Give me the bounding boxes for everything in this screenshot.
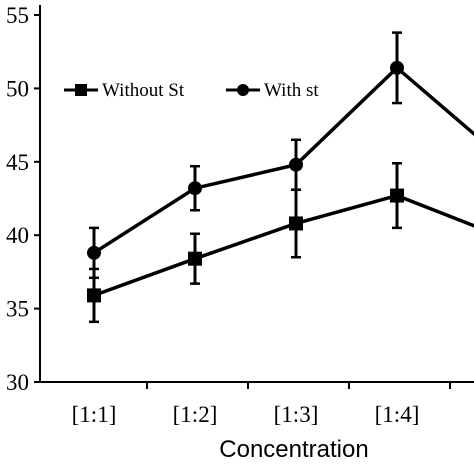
legend-label: With st bbox=[264, 80, 319, 101]
legend: Without St With st bbox=[64, 80, 319, 101]
data-point-circle bbox=[289, 157, 303, 172]
y-tick-label: 40 bbox=[6, 223, 29, 248]
x-tick-label: [1:3] bbox=[274, 402, 319, 427]
y-tick-label: 35 bbox=[6, 297, 29, 322]
series-with-st bbox=[87, 31, 474, 280]
data-point-circle bbox=[87, 245, 101, 260]
y-tick-label: 30 bbox=[6, 370, 29, 395]
legend-marker-circle bbox=[237, 84, 249, 96]
legend-label: Without St bbox=[102, 80, 185, 101]
legend-marker-square bbox=[75, 84, 87, 96]
series-line bbox=[93, 193, 474, 298]
x-axis-title: Concentration bbox=[219, 436, 368, 463]
y-tick-label: 45 bbox=[6, 150, 29, 175]
y-tick-label: 50 bbox=[6, 76, 29, 101]
series-without-st bbox=[87, 162, 474, 324]
x-tick-label: [1:2] bbox=[173, 402, 218, 427]
legend-item: With st bbox=[226, 80, 319, 101]
data-point-square bbox=[289, 216, 303, 231]
series-layer bbox=[87, 31, 474, 324]
data-point-square bbox=[87, 288, 101, 303]
y-tick-label: 55 bbox=[6, 3, 29, 28]
data-point-circle bbox=[390, 60, 404, 75]
y-tick-labels: 30 35 40 45 50 55 bbox=[6, 3, 29, 395]
data-point-square bbox=[188, 251, 202, 266]
axes bbox=[34, 5, 474, 389]
x-tick-label: [1:4] bbox=[375, 402, 420, 427]
x-tick-labels: [1:1][1:2][1:3][1:4][1:5] bbox=[72, 402, 420, 427]
x-tick-label: [1:1] bbox=[72, 402, 117, 427]
legend-item: Without St bbox=[64, 80, 185, 101]
data-point-circle bbox=[188, 181, 202, 196]
data-point-square bbox=[390, 188, 404, 203]
